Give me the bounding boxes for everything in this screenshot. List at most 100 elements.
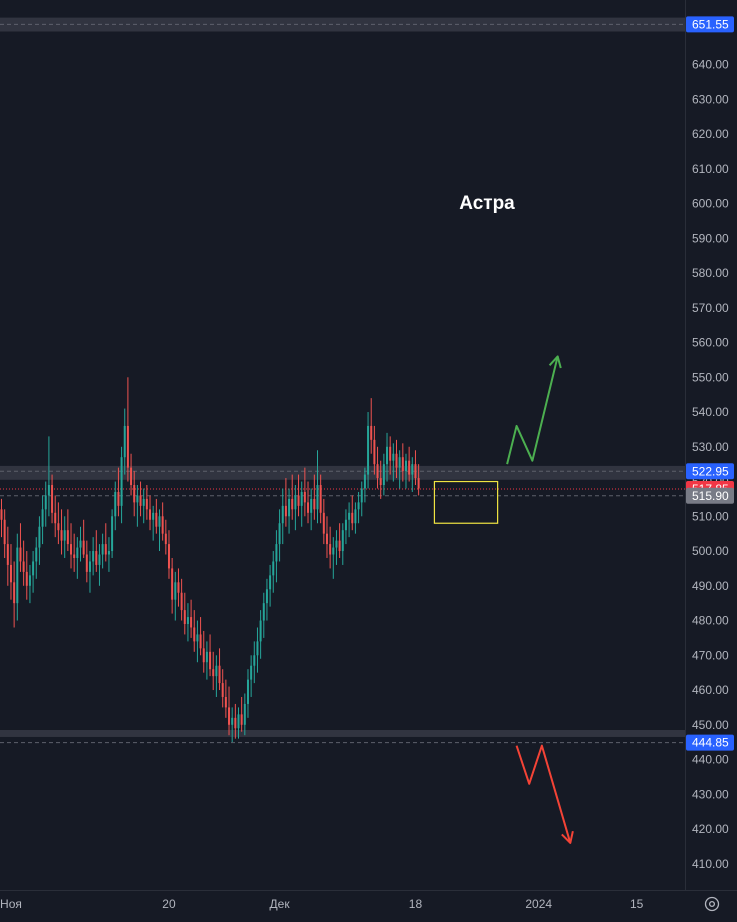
candle-body xyxy=(408,460,411,475)
level-zone xyxy=(0,17,685,32)
arrow-down-head xyxy=(561,831,574,844)
candle-body xyxy=(386,446,389,465)
candle-body xyxy=(13,582,16,604)
candle xyxy=(120,446,123,524)
candle xyxy=(325,516,328,558)
candle-body xyxy=(272,561,275,576)
candle xyxy=(348,502,351,538)
candle-body xyxy=(348,512,351,520)
y-tick-label: 440.00 xyxy=(692,753,729,767)
candle-body xyxy=(212,669,215,677)
candle-body xyxy=(133,485,136,503)
candle xyxy=(177,568,180,607)
candle-body xyxy=(171,568,174,600)
candle-body xyxy=(63,530,66,541)
candle-body xyxy=(307,502,310,513)
candle xyxy=(335,530,338,565)
candle-body xyxy=(246,679,249,704)
candle-body xyxy=(51,485,54,513)
y-tick-label: 480.00 xyxy=(692,614,729,628)
candle-body xyxy=(167,544,170,569)
price-tag-bg xyxy=(686,487,734,504)
candle-body xyxy=(344,519,347,531)
price-tag: 515.90 xyxy=(686,487,734,504)
candle-body xyxy=(401,457,404,472)
candle-body xyxy=(73,554,76,558)
candle xyxy=(117,467,120,517)
y-tick-label: 540.00 xyxy=(692,405,729,419)
candle-body xyxy=(76,547,79,558)
candle xyxy=(215,655,218,697)
candle xyxy=(332,537,335,579)
candle-body xyxy=(265,589,268,604)
candle xyxy=(35,537,38,579)
candles-layer xyxy=(0,377,420,743)
candle-body xyxy=(215,665,218,677)
x-tick-label: 18 xyxy=(409,897,423,911)
candle-body xyxy=(9,564,12,583)
candle-body xyxy=(164,533,167,545)
candle xyxy=(265,578,268,621)
candle-body xyxy=(354,509,357,524)
candle xyxy=(82,519,85,558)
arrow-up xyxy=(506,356,559,465)
candle xyxy=(404,453,407,489)
settings-gear-icon[interactable] xyxy=(704,896,720,912)
candle-body xyxy=(404,460,407,472)
candle-body xyxy=(92,551,95,562)
candle-body xyxy=(139,495,142,506)
candle-body xyxy=(228,707,231,725)
y-tick-label: 490.00 xyxy=(692,579,729,593)
candle-body xyxy=(224,696,227,708)
y-tick-label: 580.00 xyxy=(692,266,729,280)
candle xyxy=(319,474,322,524)
candle-body xyxy=(262,603,265,621)
candle xyxy=(19,523,22,572)
candle xyxy=(161,502,164,541)
candle-body xyxy=(19,547,22,562)
candle xyxy=(256,627,259,673)
candle-body xyxy=(370,425,373,440)
candle-body xyxy=(417,478,420,489)
x-tick-label: 2024 xyxy=(525,897,552,911)
candle-body xyxy=(104,544,107,555)
candle-body xyxy=(142,498,145,506)
price-tag-text: 444.85 xyxy=(692,736,729,750)
candle-body xyxy=(253,655,256,666)
candle-body xyxy=(256,641,259,656)
candle-body xyxy=(196,634,199,642)
candle xyxy=(367,412,370,489)
candle xyxy=(379,460,382,499)
candle-body xyxy=(38,526,41,548)
candle xyxy=(107,537,110,572)
candle xyxy=(54,495,57,538)
levels-layer xyxy=(0,17,685,744)
candle xyxy=(322,498,325,545)
candle xyxy=(351,495,354,531)
y-tick-label: 590.00 xyxy=(692,231,729,245)
candle xyxy=(344,509,347,545)
y-tick-label: 640.00 xyxy=(692,58,729,72)
candle xyxy=(288,488,291,534)
candle xyxy=(417,464,420,496)
candle xyxy=(269,564,272,607)
candle-body xyxy=(332,547,335,555)
candle xyxy=(66,509,69,552)
candle xyxy=(221,669,224,708)
candle-body xyxy=(66,530,69,545)
candle xyxy=(104,523,107,562)
candle-body xyxy=(95,551,98,565)
candle-body xyxy=(186,617,189,625)
candle xyxy=(259,610,262,659)
candle xyxy=(272,551,275,593)
candle-body xyxy=(250,665,253,680)
candle-body xyxy=(202,648,205,663)
time-axis[interactable]: Ноя 20 Дек 18 2024 15 xyxy=(0,897,644,911)
candle-body xyxy=(0,509,3,520)
candle-body xyxy=(231,717,234,725)
arrow-up-head xyxy=(548,355,562,369)
x-tick-label: 20 xyxy=(162,897,176,911)
candle xyxy=(101,533,104,569)
x-tick-label: Дек xyxy=(270,897,291,911)
